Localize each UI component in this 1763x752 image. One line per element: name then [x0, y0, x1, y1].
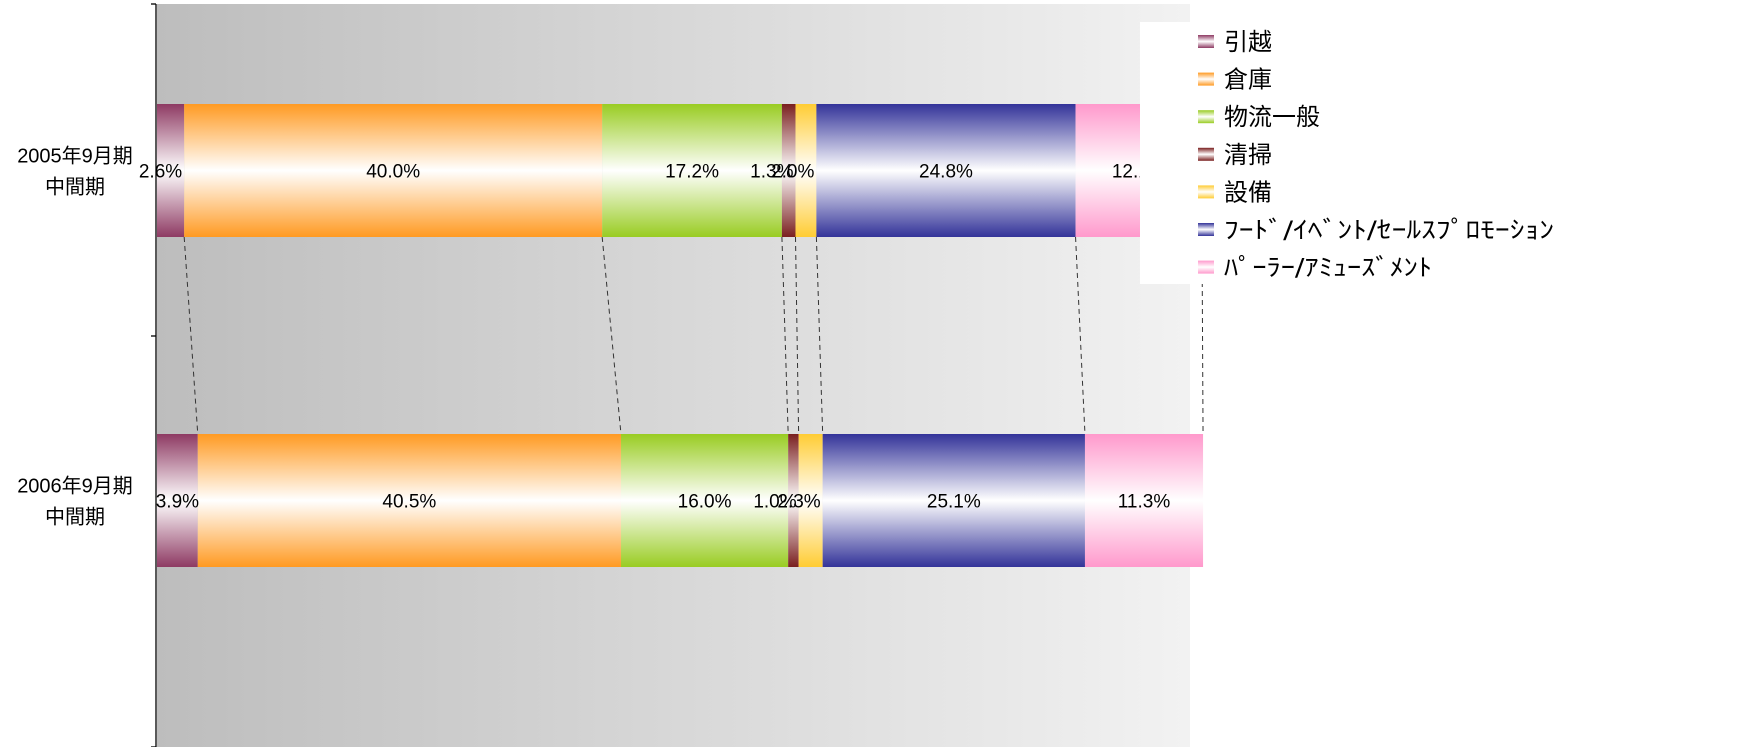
bar-segment-2-2	[197, 434, 621, 567]
bar-segment-1-5	[795, 104, 817, 237]
data-label-2-5: 2.3%	[777, 492, 820, 513]
series-lines	[183, 236, 1204, 435]
legend-label-5: 設備	[1224, 178, 1272, 206]
legend-swatch-5	[1198, 185, 1214, 199]
series-line-2	[601, 236, 622, 435]
data-label-2-7: 11.3%	[1118, 492, 1171, 513]
legend-label-1: 引越	[1224, 28, 1272, 56]
bar-segment-2-3	[620, 434, 789, 567]
series-line-5	[815, 236, 824, 435]
bar-segment-2-5	[798, 434, 823, 567]
legend-swatch-1	[1198, 35, 1214, 48]
bar-segment-1-6	[816, 104, 1076, 237]
legend-swatch-2	[1198, 72, 1214, 86]
data-label-1-6: 24.8%	[919, 162, 973, 183]
category-axis: 2005年9月期中間期 2006年9月期中間期	[17, 3, 157, 748]
legend-swatch-6	[1198, 223, 1214, 236]
data-label-1-3: 17.2%	[665, 162, 719, 183]
legend-swatch-7	[1198, 260, 1214, 274]
legend-label-2: 倉庫	[1224, 66, 1272, 94]
bar-segment-2-6	[822, 434, 1085, 567]
category-label-2: 2006年9月期中間期	[17, 475, 133, 529]
data-label-1-2: 40.0%	[366, 162, 420, 183]
legend-label-3: 物流一般	[1224, 103, 1320, 131]
legend-label-6: ﾌｰﾄﾞ/ｲﾍﾞﾝﾄ/ｾｰﾙｽﾌﾟﾛﾓｰｼｮﾝ	[1224, 216, 1554, 244]
bar-segment-1-1	[157, 104, 185, 237]
bar-segment-2-7	[1084, 434, 1204, 567]
legend-label-4: 清掃	[1224, 141, 1272, 169]
data-label-2-3: 16.0%	[678, 492, 732, 513]
data-label-2-1: 3.9%	[156, 492, 199, 513]
series-line-4	[794, 236, 800, 435]
bar-segment-1-4	[781, 104, 796, 237]
series-line-3	[781, 236, 789, 435]
data-label-1-4: 1.3%	[750, 162, 793, 183]
data-label-2-6: 25.1%	[927, 492, 981, 513]
legend-swatch-3	[1198, 110, 1214, 124]
data-label-2-2: 40.5%	[382, 492, 436, 513]
bar-segment-2-1	[157, 434, 198, 567]
series-line-1	[183, 236, 199, 435]
data-label-1-5: 2.0%	[771, 162, 814, 183]
data-label-1-1: 2.6%	[139, 162, 182, 183]
data-label-2-4: 1.0%	[753, 492, 796, 513]
series-line-6	[1075, 236, 1086, 435]
legend-swatch-4	[1198, 147, 1214, 161]
bar-segment-1-3	[602, 104, 782, 237]
bar-segment-2-4	[788, 434, 799, 567]
series-line-7	[1201, 236, 1204, 435]
bar-segment-1-2	[184, 104, 603, 237]
category-label-1: 2005年9月期中間期	[17, 145, 133, 199]
legend-label-7: ﾊﾟｰﾗｰ/ｱﾐｭｰｽﾞﾒﾝﾄ	[1224, 254, 1432, 282]
